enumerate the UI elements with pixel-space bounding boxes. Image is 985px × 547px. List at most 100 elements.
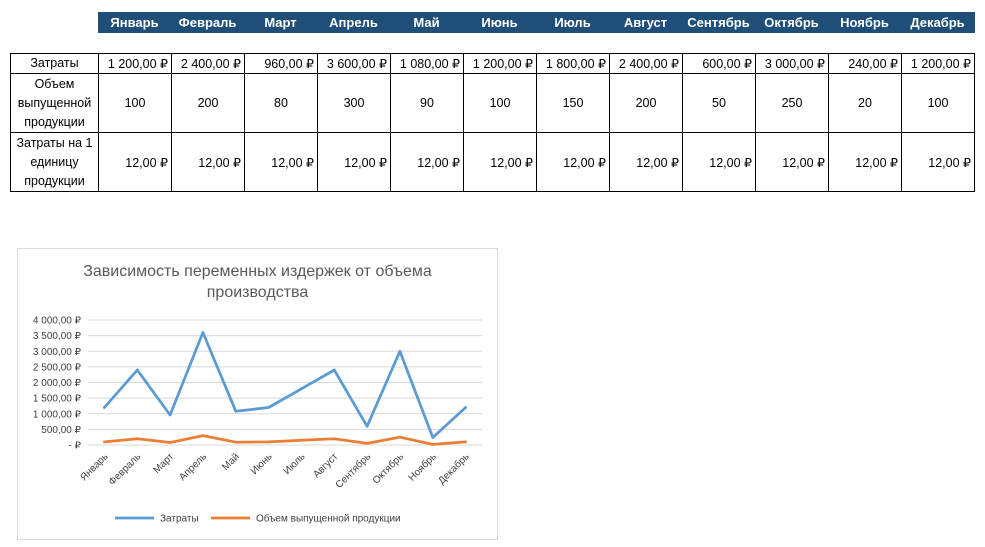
data-point bbox=[431, 443, 434, 446]
chart-title-line: производства bbox=[207, 284, 309, 301]
table-cell[interactable]: 20 bbox=[828, 73, 902, 133]
table-cell[interactable]: 100 bbox=[901, 73, 975, 133]
table-cell[interactable]: 1 800,00 ₽ bbox=[536, 53, 610, 74]
table-cell[interactable]: 1 200,00 ₽ bbox=[901, 53, 975, 74]
x-tick-label: Июнь bbox=[249, 451, 275, 477]
x-tick-label: Июль bbox=[282, 451, 308, 477]
row-label-line: Объем bbox=[34, 76, 75, 91]
table-cell[interactable]: 300 bbox=[317, 73, 391, 133]
table-row: Объем выпущенной продукции 100 200 80 300 90 100… bbox=[10, 73, 975, 133]
table-cell[interactable]: 12,00 ₽ bbox=[463, 132, 537, 192]
chart-container[interactable]: Зависимость переменных издержек от объем… bbox=[17, 248, 498, 540]
month-header-1: Январь bbox=[110, 15, 159, 30]
table-cell[interactable]: 12,00 ₽ bbox=[390, 132, 464, 192]
y-tick-label: 3 500,00 ₽ bbox=[33, 331, 82, 342]
data-point bbox=[136, 437, 139, 440]
chart-title-line: Зависимость переменных издержек от объем… bbox=[83, 263, 432, 280]
data-point bbox=[234, 440, 237, 444]
table-cell[interactable]: 2 400,00 ₽ bbox=[171, 53, 245, 74]
month-header-7: Июль bbox=[554, 15, 591, 30]
table-cell[interactable]: 12,00 ₽ bbox=[682, 132, 756, 192]
data-point bbox=[267, 440, 270, 444]
table-cell[interactable]: 12,00 ₽ bbox=[317, 132, 391, 192]
table-cell[interactable]: 80 bbox=[244, 73, 318, 133]
table-cell[interactable]: 600,00 ₽ bbox=[682, 53, 756, 74]
table-cell[interactable]: 1 200,00 ₽ bbox=[463, 53, 537, 74]
table-cell[interactable]: 12,00 ₽ bbox=[609, 132, 683, 192]
row-label-line: единицу bbox=[30, 154, 79, 169]
data-point bbox=[365, 425, 369, 428]
month-header-3: Март bbox=[264, 15, 297, 30]
x-tick-label: Август bbox=[311, 451, 340, 480]
data-point bbox=[333, 437, 336, 440]
table-cell[interactable]: 50 bbox=[682, 73, 756, 133]
data-point bbox=[300, 387, 303, 390]
line-chart: Зависимость переменных издержек от объем… bbox=[33, 263, 482, 525]
y-tick-label: 4 000,00 ₽ bbox=[33, 316, 82, 327]
data-point bbox=[234, 410, 237, 413]
x-tick-label: Ноябрь bbox=[406, 451, 439, 484]
table-cell[interactable]: 200 bbox=[609, 73, 683, 133]
month-header-9: Сентябрь bbox=[687, 15, 750, 30]
data-point bbox=[398, 435, 402, 439]
data-point bbox=[136, 368, 139, 372]
table-cell[interactable]: 1 080,00 ₽ bbox=[390, 53, 464, 74]
table-cell[interactable]: 3 600,00 ₽ bbox=[317, 53, 391, 74]
table-cell[interactable]: 3 000,00 ₽ bbox=[755, 53, 829, 74]
table-cell[interactable]: 12,00 ₽ bbox=[536, 132, 610, 192]
table-row: Затраты на 1 единицу продукции 12,00 ₽12,00… bbox=[10, 132, 975, 192]
data-table: Затраты 1 200,00 ₽2 400,00 ₽960,00 ₽3 600… bbox=[10, 53, 975, 192]
table-cell[interactable]: 12,00 ₽ bbox=[901, 132, 975, 192]
data-point bbox=[267, 406, 270, 409]
row-label-line: продукции bbox=[24, 114, 85, 129]
table-cell[interactable]: 150 bbox=[536, 73, 610, 133]
month-header-8: Август bbox=[623, 15, 668, 30]
data-point bbox=[103, 406, 106, 409]
data-point bbox=[201, 434, 205, 437]
month-header-bar: Январь Февраль Март Апрель Май Июнь Июль Август… bbox=[98, 12, 975, 33]
y-tick-label: 1 000,00 ₽ bbox=[33, 409, 82, 420]
table-cell[interactable]: 12,00 ₽ bbox=[755, 132, 829, 192]
x-tick-label: Март bbox=[152, 451, 177, 476]
x-tick-label: Февраль bbox=[107, 451, 144, 488]
table-row: Затраты 1 200,00 ₽2 400,00 ₽960,00 ₽3 600… bbox=[10, 53, 975, 74]
y-tick-label: 1 500,00 ₽ bbox=[33, 394, 82, 405]
table-cell[interactable]: 100 bbox=[463, 73, 537, 133]
data-point bbox=[201, 331, 205, 334]
table-cell[interactable]: 12,00 ₽ bbox=[171, 132, 245, 192]
table-cell[interactable]: 12,00 ₽ bbox=[828, 132, 902, 192]
x-tick-label: Январь bbox=[79, 451, 111, 483]
table-cell[interactable]: 1 200,00 ₽ bbox=[98, 53, 172, 74]
data-point bbox=[365, 442, 369, 445]
table-cell[interactable]: 12,00 ₽ bbox=[244, 132, 318, 192]
row-label: Затраты bbox=[10, 53, 99, 74]
table-cell[interactable]: 2 400,00 ₽ bbox=[609, 53, 683, 74]
data-point bbox=[103, 440, 106, 444]
month-header-11: Ноябрь bbox=[840, 15, 889, 30]
month-header-6: Июнь bbox=[481, 15, 518, 30]
table-cell[interactable]: 90 bbox=[390, 73, 464, 133]
table-cell[interactable]: 240,00 ₽ bbox=[828, 53, 902, 74]
table-cell[interactable]: 960,00 ₽ bbox=[244, 53, 318, 74]
month-header-5: Май bbox=[413, 15, 440, 30]
data-point bbox=[464, 406, 467, 409]
table-cell[interactable]: 100 bbox=[98, 73, 172, 133]
x-tick-label: Декабрь bbox=[436, 451, 472, 487]
row-label: Затраты на 1 единицу продукции bbox=[10, 132, 99, 192]
data-point bbox=[464, 440, 467, 444]
y-tick-label: 500,00 ₽ bbox=[41, 425, 81, 436]
table-cell[interactable]: 250 bbox=[755, 73, 829, 133]
row-label-line: Затраты на 1 bbox=[16, 135, 93, 150]
x-tick-label: Сентябрь bbox=[333, 451, 373, 491]
month-header-2: Февраль bbox=[178, 15, 237, 30]
row-label-line: продукции bbox=[24, 173, 85, 188]
x-tick-label: Апрель bbox=[177, 451, 209, 483]
y-tick-label: 2 000,00 ₽ bbox=[33, 378, 82, 389]
y-tick-label: 2 500,00 ₽ bbox=[33, 362, 82, 373]
data-point bbox=[333, 368, 336, 372]
series-line-2 bbox=[103, 434, 467, 446]
table-cell[interactable]: 12,00 ₽ bbox=[98, 132, 172, 192]
table-cell[interactable]: 200 bbox=[171, 73, 245, 133]
row-label: Объем выпущенной продукции bbox=[10, 73, 99, 133]
month-header-12: Декабрь bbox=[910, 15, 965, 30]
